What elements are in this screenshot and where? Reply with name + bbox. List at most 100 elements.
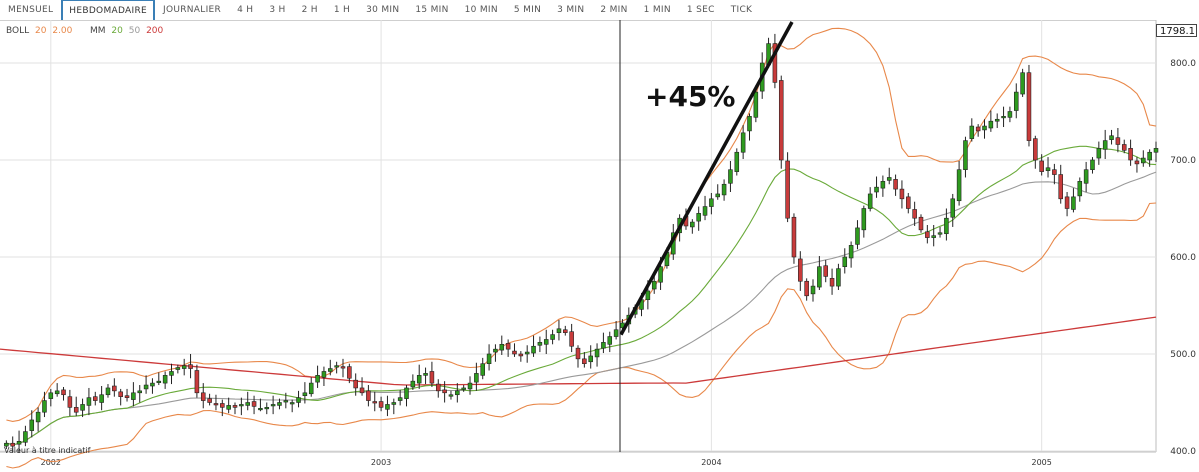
rally-trend-line xyxy=(619,21,794,336)
candle-up xyxy=(404,387,409,399)
candle-up xyxy=(289,402,295,405)
mm-label: MM xyxy=(90,26,106,36)
boll-period: 20 xyxy=(35,26,47,36)
tab-journalier[interactable]: JOURNALIER xyxy=(162,5,222,15)
candle-down xyxy=(1134,160,1140,165)
candle-up xyxy=(1083,169,1089,184)
candle-down xyxy=(1052,169,1057,175)
candle-up xyxy=(594,348,600,358)
tab-15-min[interactable]: 15 MIN xyxy=(415,5,449,15)
candle-up xyxy=(753,91,759,118)
candle-up xyxy=(651,280,657,290)
candle-up xyxy=(315,375,320,383)
candle-up xyxy=(143,384,149,390)
candle-down xyxy=(118,391,123,397)
candle-up xyxy=(99,394,104,403)
candle-up xyxy=(410,380,416,388)
candle-up xyxy=(994,118,1000,122)
candle-up xyxy=(480,363,485,376)
candle-up xyxy=(35,411,41,423)
candle-up xyxy=(1001,116,1006,119)
tab-4-h[interactable]: 4 H xyxy=(237,5,254,15)
candle-down xyxy=(804,280,809,297)
candle-up xyxy=(1013,91,1019,111)
tab-tick[interactable]: TICK xyxy=(730,5,753,15)
mm50-line xyxy=(6,171,1157,446)
tab-3-min[interactable]: 3 MIN xyxy=(557,5,585,15)
candle-down xyxy=(366,390,371,401)
candle-up xyxy=(302,392,308,397)
candle-down xyxy=(575,347,581,360)
candle-up xyxy=(54,390,60,395)
candle-up xyxy=(1109,135,1114,140)
x-tick-label: 2003 xyxy=(371,458,391,467)
candle-down xyxy=(505,343,511,350)
candle-down xyxy=(778,80,784,161)
candle-up xyxy=(239,404,244,407)
tab-30-min[interactable]: 30 MIN xyxy=(366,5,400,15)
candle-down xyxy=(582,358,587,365)
tab-hebdomadaire[interactable]: HEBDOMADAIRE xyxy=(61,0,155,20)
candle-up xyxy=(950,198,956,218)
candle-down xyxy=(73,407,79,413)
candle-down xyxy=(112,385,117,392)
candle-up xyxy=(1090,159,1095,170)
candle-up xyxy=(715,193,721,198)
candle-up xyxy=(836,268,841,287)
boll-deviation: 2.00 xyxy=(52,26,73,36)
x-tick-label: 2002 xyxy=(41,458,61,467)
candle-up xyxy=(131,392,136,400)
candle-down xyxy=(512,350,517,355)
candle-up xyxy=(531,345,536,354)
candle-up xyxy=(86,397,92,406)
candle-up xyxy=(80,404,85,411)
candlestick-chart[interactable]: 800.0 700.0 600.0 500.0 400.0 2002 2003 2004 200… xyxy=(0,20,1199,472)
candle-down xyxy=(563,329,568,333)
mm-period-20: 20 xyxy=(111,26,123,36)
candle-up xyxy=(226,405,231,410)
candle-down xyxy=(772,43,778,83)
candle-down xyxy=(372,401,378,404)
moving-average-legend: MM 20 50 200 xyxy=(90,26,166,36)
tab-2-min[interactable]: 2 MIN xyxy=(600,5,628,15)
tab-1-sec[interactable]: 1 SEC xyxy=(686,5,715,15)
y-tick-label: 800.0 xyxy=(1170,59,1196,69)
candle-up xyxy=(817,266,822,288)
candle-down xyxy=(1033,138,1038,161)
candle-down xyxy=(207,398,212,403)
candle-down xyxy=(442,389,447,394)
candle-up xyxy=(277,402,282,406)
tab-10-min[interactable]: 10 MIN xyxy=(464,5,498,15)
tab-mensuel[interactable]: MENSUEL xyxy=(8,5,54,15)
candle-up xyxy=(156,380,162,383)
y-tick-label: 600.0 xyxy=(1170,253,1196,263)
candle-down xyxy=(791,216,797,258)
tab-2-h[interactable]: 2 H xyxy=(301,5,318,15)
tab-1-h[interactable]: 1 H xyxy=(333,5,351,15)
candle-up xyxy=(1141,157,1146,164)
candle-up xyxy=(728,169,733,184)
candle-up xyxy=(880,181,886,189)
candle-up xyxy=(423,373,428,376)
candle-down xyxy=(10,442,15,447)
candle-down xyxy=(213,403,219,406)
tab-5-min[interactable]: 5 MIN xyxy=(513,5,542,15)
y-tick-label: 400.0 xyxy=(1170,447,1196,457)
candle-up xyxy=(956,169,962,202)
bollinger-lower-band xyxy=(6,202,1157,469)
candle-up xyxy=(169,371,174,376)
candle-up xyxy=(556,328,562,333)
tab-1-min[interactable]: 1 MIN xyxy=(643,5,671,15)
candle-up xyxy=(1096,148,1102,159)
candle-up xyxy=(455,390,460,396)
candle-up xyxy=(385,404,390,410)
candle-down xyxy=(1128,148,1133,161)
candle-up xyxy=(245,402,250,406)
candle-up xyxy=(747,116,752,132)
candle-up xyxy=(486,353,492,364)
candle-up xyxy=(461,387,466,390)
x-tick-label: 2005 xyxy=(1031,458,1051,467)
tab-3-h[interactable]: 3 H xyxy=(269,5,286,15)
bollinger-upper-band xyxy=(6,27,1157,422)
candle-up xyxy=(137,390,143,394)
